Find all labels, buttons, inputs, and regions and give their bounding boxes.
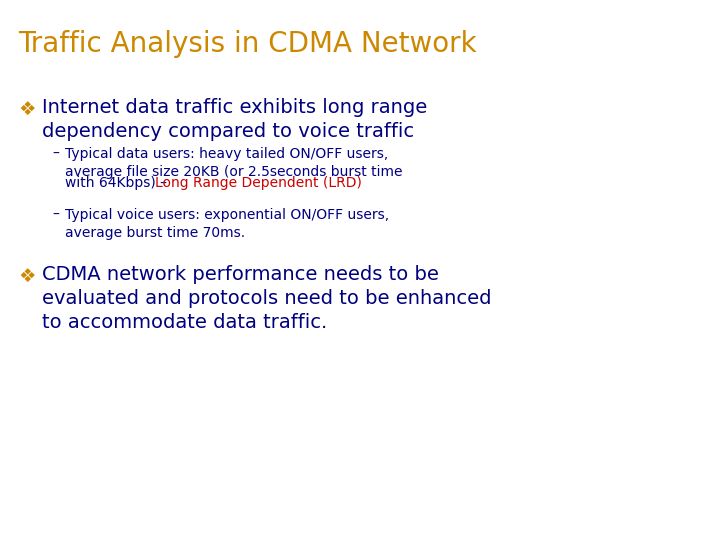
Text: ❖: ❖ — [18, 267, 35, 286]
Text: Traffic Analysis in CDMA Network: Traffic Analysis in CDMA Network — [18, 30, 477, 58]
Text: with 64Kbps) –: with 64Kbps) – — [65, 176, 167, 190]
Text: ❖: ❖ — [18, 100, 35, 119]
Text: Long Range Dependent (LRD): Long Range Dependent (LRD) — [155, 176, 362, 190]
Text: Typical voice users: exponential ON/OFF users,
average burst time 70ms.: Typical voice users: exponential ON/OFF … — [65, 208, 389, 240]
Text: Internet data traffic exhibits long range
dependency compared to voice traffic: Internet data traffic exhibits long rang… — [42, 98, 427, 141]
Text: –: – — [52, 147, 59, 161]
Text: –: – — [52, 208, 59, 222]
Text: CDMA network performance needs to be
evaluated and protocols need to be enhanced: CDMA network performance needs to be eva… — [42, 265, 492, 333]
Text: Typical data users: heavy tailed ON/OFF users,
average file size 20KB (or 2.5sec: Typical data users: heavy tailed ON/OFF … — [65, 147, 402, 179]
